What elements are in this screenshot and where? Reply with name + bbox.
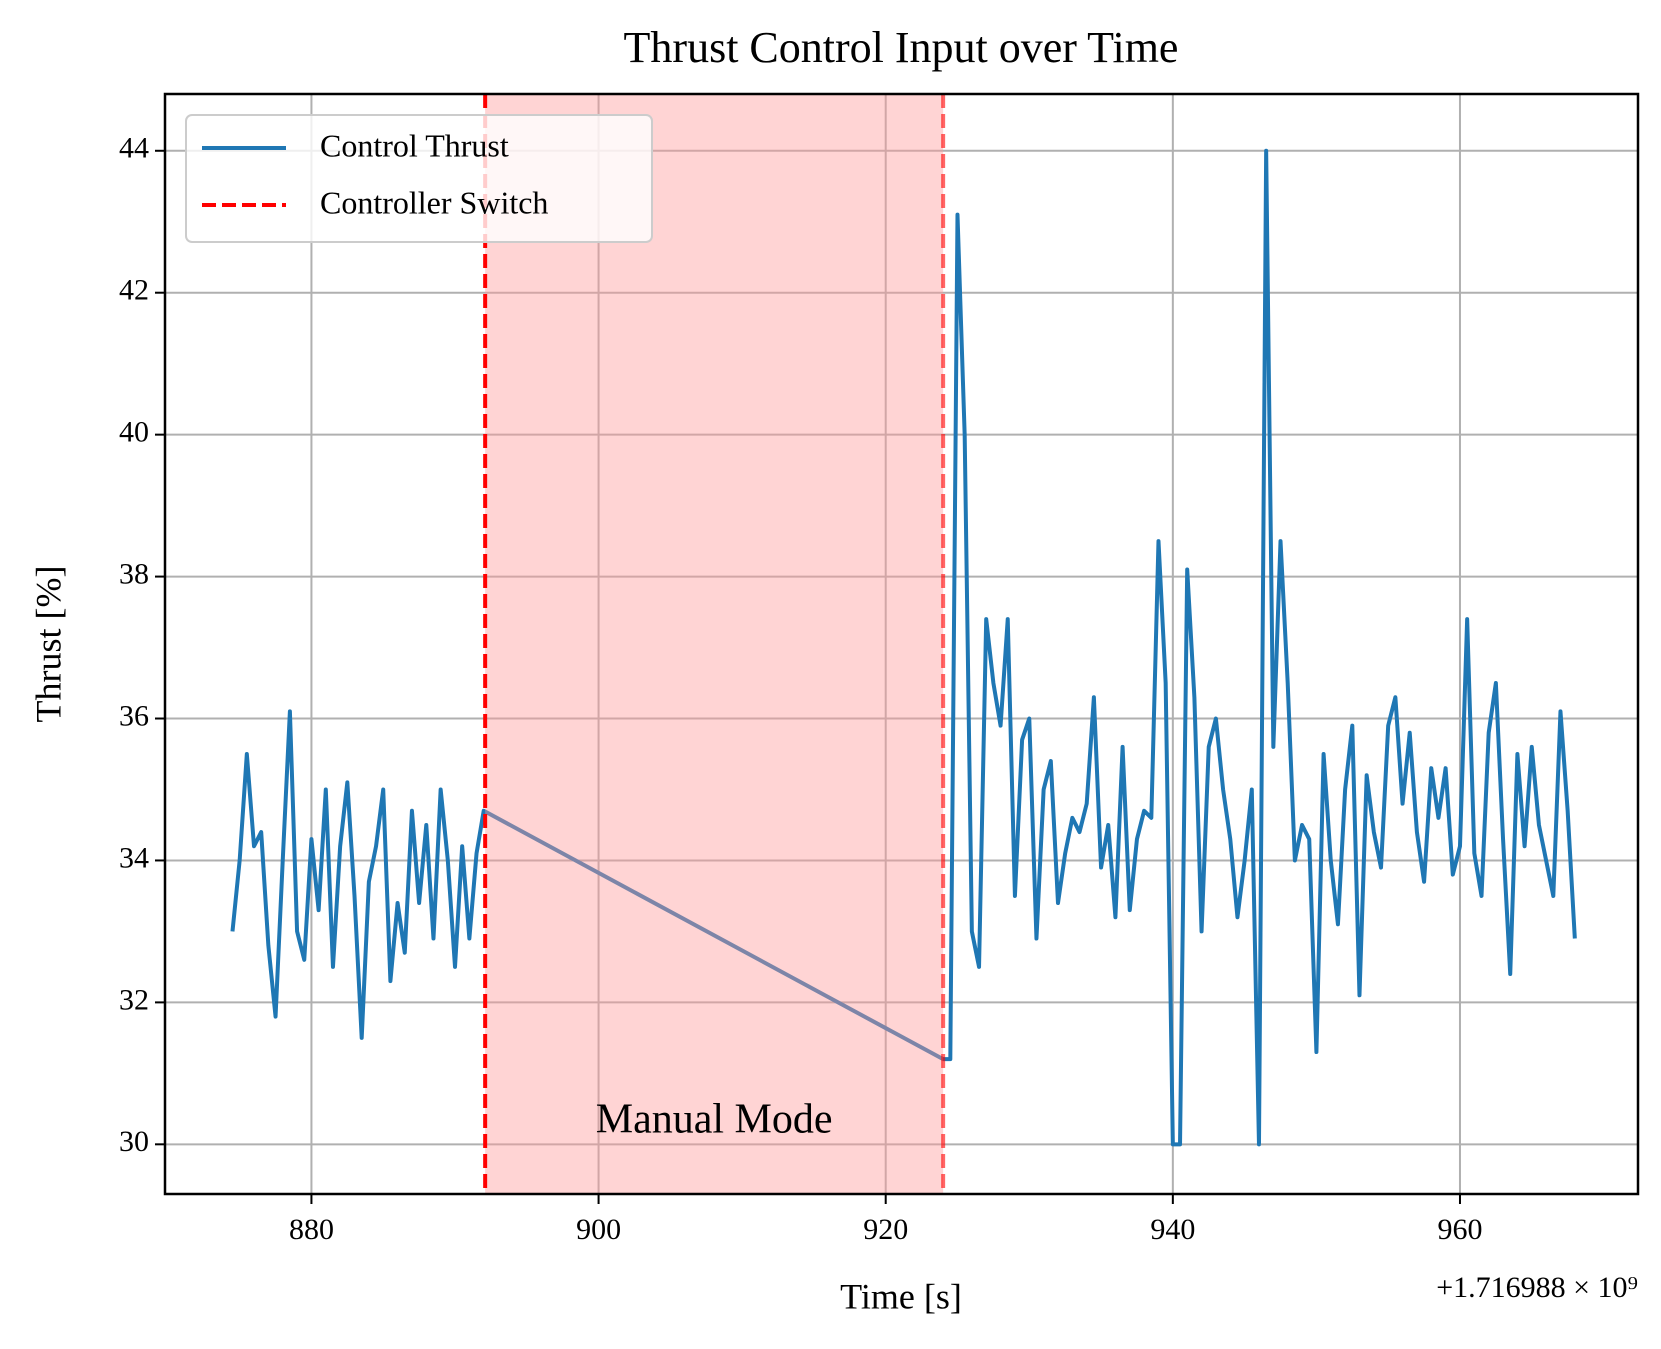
y-tick-label: 42 xyxy=(119,274,149,307)
chart-title: Thrust Control Input over Time xyxy=(624,23,1179,72)
legend-label: Controller Switch xyxy=(320,184,548,220)
y-axis-label: Thrust [%] xyxy=(28,566,68,723)
x-tick-label: 920 xyxy=(863,1213,908,1246)
y-tick-label: 44 xyxy=(119,132,149,165)
x-tick-label: 960 xyxy=(1437,1213,1482,1246)
y-tick-label: 32 xyxy=(119,983,149,1016)
annotation: Manual Mode xyxy=(596,1097,833,1143)
legend-label: Control Thrust xyxy=(320,127,509,163)
x-tick-label: 880 xyxy=(289,1213,334,1246)
x-tick-label: 900 xyxy=(576,1213,621,1246)
y-tick-label: 38 xyxy=(119,557,149,590)
x-offset-label: +1.716988 × 10⁹ xyxy=(1436,1271,1638,1304)
shaded-region xyxy=(485,94,944,1194)
x-axis-label: Time [s] xyxy=(840,1276,962,1316)
x-tick-label: 940 xyxy=(1150,1213,1195,1246)
y-tick-label: 40 xyxy=(119,416,149,449)
data-line xyxy=(230,148,1577,1147)
y-tick-label: 30 xyxy=(119,1125,149,1158)
legend-box xyxy=(185,114,653,243)
y-tick-label: 36 xyxy=(119,699,149,732)
y-tick-label: 34 xyxy=(119,841,149,874)
plot-frame xyxy=(163,92,1640,1196)
